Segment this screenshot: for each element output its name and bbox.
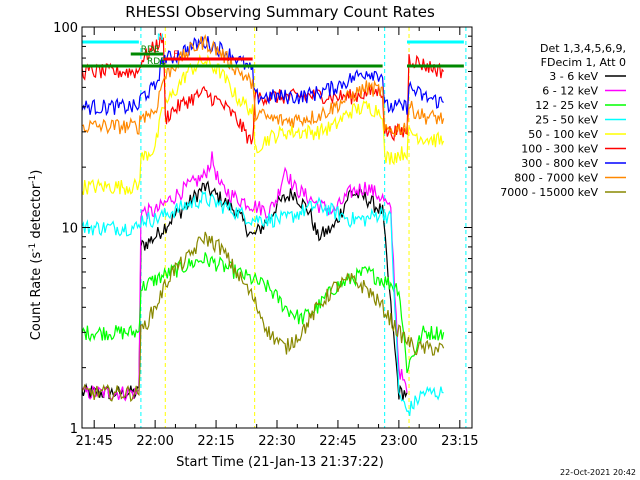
series-line-300-800-kev <box>81 36 444 117</box>
series-line-800-7000-kev <box>81 34 445 138</box>
timestamp: 22-Oct-2021 20:42 <box>560 468 636 477</box>
legend-header: Det 1,3,4,5,6,9, <box>540 42 626 55</box>
x-tick-label: 23:00 <box>380 434 417 449</box>
axis-ticks: 21:45 22:00 22:15 22:30 22:45 23:00 23:15 1 10 10… <box>53 21 478 449</box>
legend-entry-label: 50 - 100 keV <box>528 128 598 141</box>
series-line-25-50-kev <box>81 190 444 416</box>
legend-entry-label: 6 - 12 keV <box>542 85 598 98</box>
y-tick-label: 10 <box>61 222 78 237</box>
legend-entry-label: 800 - 7000 keV <box>514 172 598 185</box>
status-track-label: RDE <box>141 45 160 55</box>
legend: Det 1,3,4,5,6,9,FDecim 1, Att 03 - 6 keV… <box>500 42 626 199</box>
status-track-label: RDE <box>147 57 166 67</box>
x-tick-label: 22:15 <box>197 434 234 449</box>
legend-entry-label: 300 - 800 keV <box>521 157 598 170</box>
x-tick-label: 23:15 <box>441 434 478 449</box>
legend-entry-label: 25 - 50 keV <box>535 114 598 127</box>
series-line-3-6-kev <box>81 180 408 401</box>
x-tick-label: 22:00 <box>136 434 173 449</box>
x-tick-label: 21:45 <box>75 434 112 449</box>
legend-entry-label: 3 - 6 keV <box>549 70 598 83</box>
series-line-7000-15000-kev <box>81 231 445 403</box>
series-line-6-12-kev <box>81 151 408 402</box>
legend-header: FDecim 1, Att 0 <box>541 56 626 69</box>
status-track-label: F <box>173 50 178 60</box>
legend-entry-label: 12 - 25 keV <box>535 99 598 112</box>
status-track-label: N <box>157 33 164 43</box>
y-tick-label: 1 <box>70 422 78 437</box>
plot-area: NF RDE RDE <box>81 26 473 429</box>
series-line-50-100-kev <box>81 53 445 196</box>
legend-entry-label: 7000 - 15000 keV <box>500 186 598 199</box>
x-tick-label: 22:30 <box>258 434 295 449</box>
x-axis-label: Start Time (21-Jan-13 21:37:22) <box>176 455 384 470</box>
x-tick-label: 22:45 <box>319 434 356 449</box>
chart-title: RHESSI Observing Summary Count Rates <box>125 3 435 21</box>
y-tick-label: 100 <box>53 21 78 36</box>
y-axis-label: Count Rate (s-1 detector-1) <box>28 170 44 341</box>
series-line-12-25-kev <box>81 252 445 374</box>
legend-entry-label: 100 - 300 keV <box>521 143 598 156</box>
